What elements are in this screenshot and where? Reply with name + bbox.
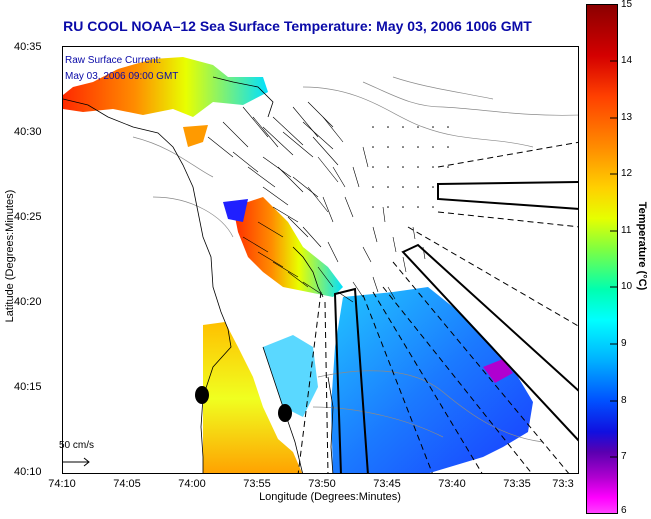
colorbar-tick: 13 <box>621 112 633 123</box>
black-marker-1 <box>195 386 209 404</box>
map-title: RU COOL NOAA–12 Sea Surface Temperature:… <box>63 18 532 34</box>
colorbar-tick: 8 <box>621 395 627 406</box>
channel-box-2 <box>401 243 578 442</box>
sst-patch-blue-inlet <box>223 199 248 222</box>
lat-tick: 40:20 <box>14 296 42 308</box>
colorbar-tick: 14 <box>621 55 633 66</box>
sst-patch-sandy-hook <box>233 197 343 297</box>
lat-tick: 40:30 <box>14 126 42 138</box>
current-label-1: Raw Surface Current: <box>65 55 162 66</box>
sst-patch-bay <box>183 125 208 147</box>
sst-patch-purple <box>483 359 513 383</box>
sst-patch-nj-coast <box>203 322 303 473</box>
sst-patch-nj-coast-cyan <box>263 335 318 417</box>
sst-patch-harbor <box>63 57 268 117</box>
colorbar-tick: 15 <box>621 0 633 10</box>
lon-tick: 73:55 <box>243 478 271 490</box>
lat-tick: 40:35 <box>14 41 42 53</box>
x-axis-label: Longitude (Degrees:Minutes) <box>259 491 401 503</box>
colorbar-tick: 11 <box>621 225 632 236</box>
temperature-colorbar <box>586 4 618 514</box>
lat-tick: 40:15 <box>14 381 42 393</box>
colorbar-tick: 10 <box>621 281 633 292</box>
sst-map-canvas <box>63 57 578 473</box>
lat-tick: 40:10 <box>14 466 42 478</box>
colorbar-tick: 7 <box>621 451 627 462</box>
lon-tick: 74:00 <box>178 478 206 490</box>
colorbar-label: Temperature (°C) <box>636 201 648 291</box>
current-label-2: May 03, 2006 09:00 GMT <box>65 71 179 82</box>
scale-label: 50 cm/s <box>59 440 95 451</box>
lon-tick: 73:50 <box>308 478 336 490</box>
y-axis-label: Latitude (Degrees:Minutes) <box>4 189 16 323</box>
lon-tick: 73:3 <box>552 478 574 490</box>
lon-tick: 74:10 <box>48 478 76 490</box>
lon-tick: 74:05 <box>113 478 141 490</box>
lon-tick: 73:35 <box>503 478 531 490</box>
lon-tick: 73:40 <box>438 478 466 490</box>
lat-tick: 40:25 <box>14 211 42 223</box>
sst-map[interactable]: Raw Surface Current: May 03, 2006 09:00 … <box>62 46 579 474</box>
colorbar-tick: 6 <box>621 505 627 516</box>
colorbar-tick: 12 <box>621 168 633 179</box>
channel-box-1 <box>437 181 578 210</box>
sst-patch-offshore <box>331 287 533 473</box>
lon-tick: 73:45 <box>373 478 401 490</box>
colorbar-ticks <box>610 60 618 458</box>
scale-arrow <box>63 457 90 467</box>
colorbar-tick: 9 <box>621 338 627 349</box>
channel-box-3 <box>333 287 369 473</box>
